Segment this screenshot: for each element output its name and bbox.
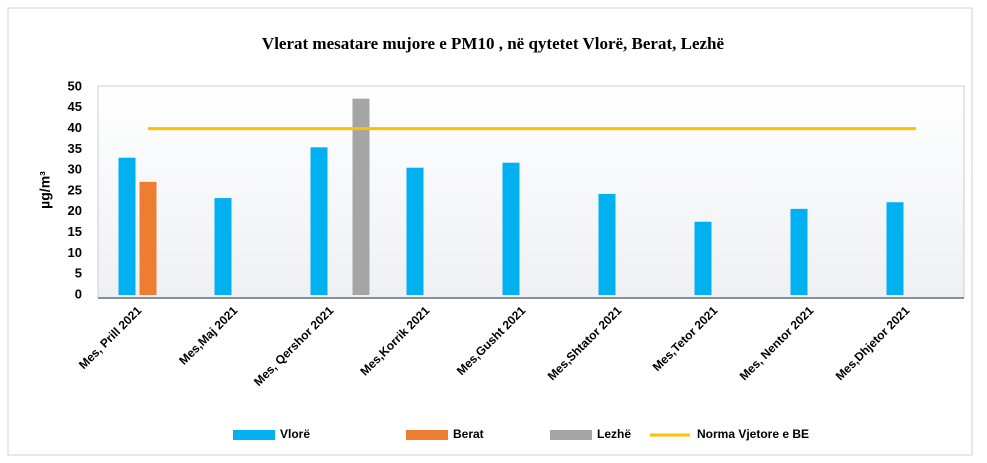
legend-label: Berat bbox=[453, 427, 484, 441]
y-tick-label: 20 bbox=[68, 203, 82, 218]
y-tick-label: 5 bbox=[75, 266, 82, 281]
y-tick-label: 10 bbox=[68, 245, 82, 260]
bar bbox=[886, 202, 904, 295]
legend-label: Vlorë bbox=[280, 427, 310, 441]
y-tick-label: 40 bbox=[68, 120, 82, 135]
bar bbox=[352, 98, 370, 295]
chart-title: Vlerat mesatare mujore e PM10 , në qytet… bbox=[262, 34, 725, 53]
y-tick-label: 35 bbox=[68, 141, 82, 156]
plot-area bbox=[97, 85, 965, 299]
legend-swatch bbox=[550, 430, 592, 440]
y-tick-label: 45 bbox=[68, 99, 82, 114]
bar bbox=[598, 193, 616, 295]
bar bbox=[214, 198, 232, 295]
y-tick-label: 50 bbox=[68, 78, 82, 93]
legend-swatch bbox=[233, 430, 275, 440]
bar bbox=[502, 162, 520, 295]
y-tick-label: 30 bbox=[68, 162, 82, 177]
legend-label: Lezhë bbox=[597, 427, 631, 441]
bar bbox=[310, 147, 328, 295]
y-tick-label: 0 bbox=[75, 286, 82, 301]
bar bbox=[118, 157, 136, 295]
y-tick-label: 15 bbox=[68, 224, 82, 239]
legend-label: Norma Vjetore e BE bbox=[697, 427, 809, 441]
bar bbox=[139, 181, 157, 295]
bar bbox=[406, 167, 424, 295]
y-axis-label: µg/m³ bbox=[37, 171, 53, 209]
bar bbox=[694, 221, 712, 295]
bar bbox=[790, 208, 808, 295]
y-tick-label: 25 bbox=[68, 182, 82, 197]
legend-swatch bbox=[406, 430, 448, 440]
